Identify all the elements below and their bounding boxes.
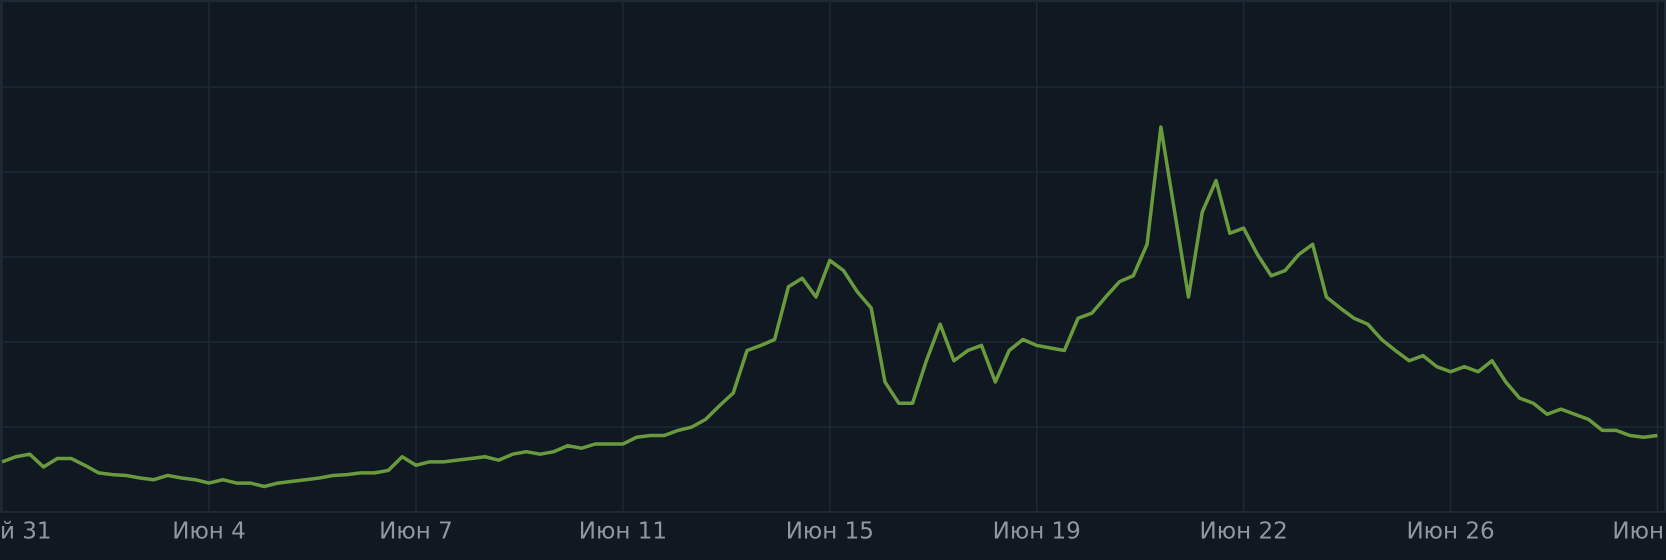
series-line [1,125,1658,489]
x-tick-label: Июн 15 [786,519,874,545]
x-tick-label: Июн 7 [379,519,453,545]
x-tick-label: Июн 26 [1406,519,1494,545]
x-tick-label: Июн 4 [172,519,246,545]
x-tick-label: Июн 22 [1200,519,1288,545]
x-tick-label: Июн 11 [579,519,667,545]
x-tick-label: й 31 [0,519,52,545]
x-tick-label: Июн [1612,519,1664,545]
x-tick-label: Июн 19 [993,519,1081,545]
